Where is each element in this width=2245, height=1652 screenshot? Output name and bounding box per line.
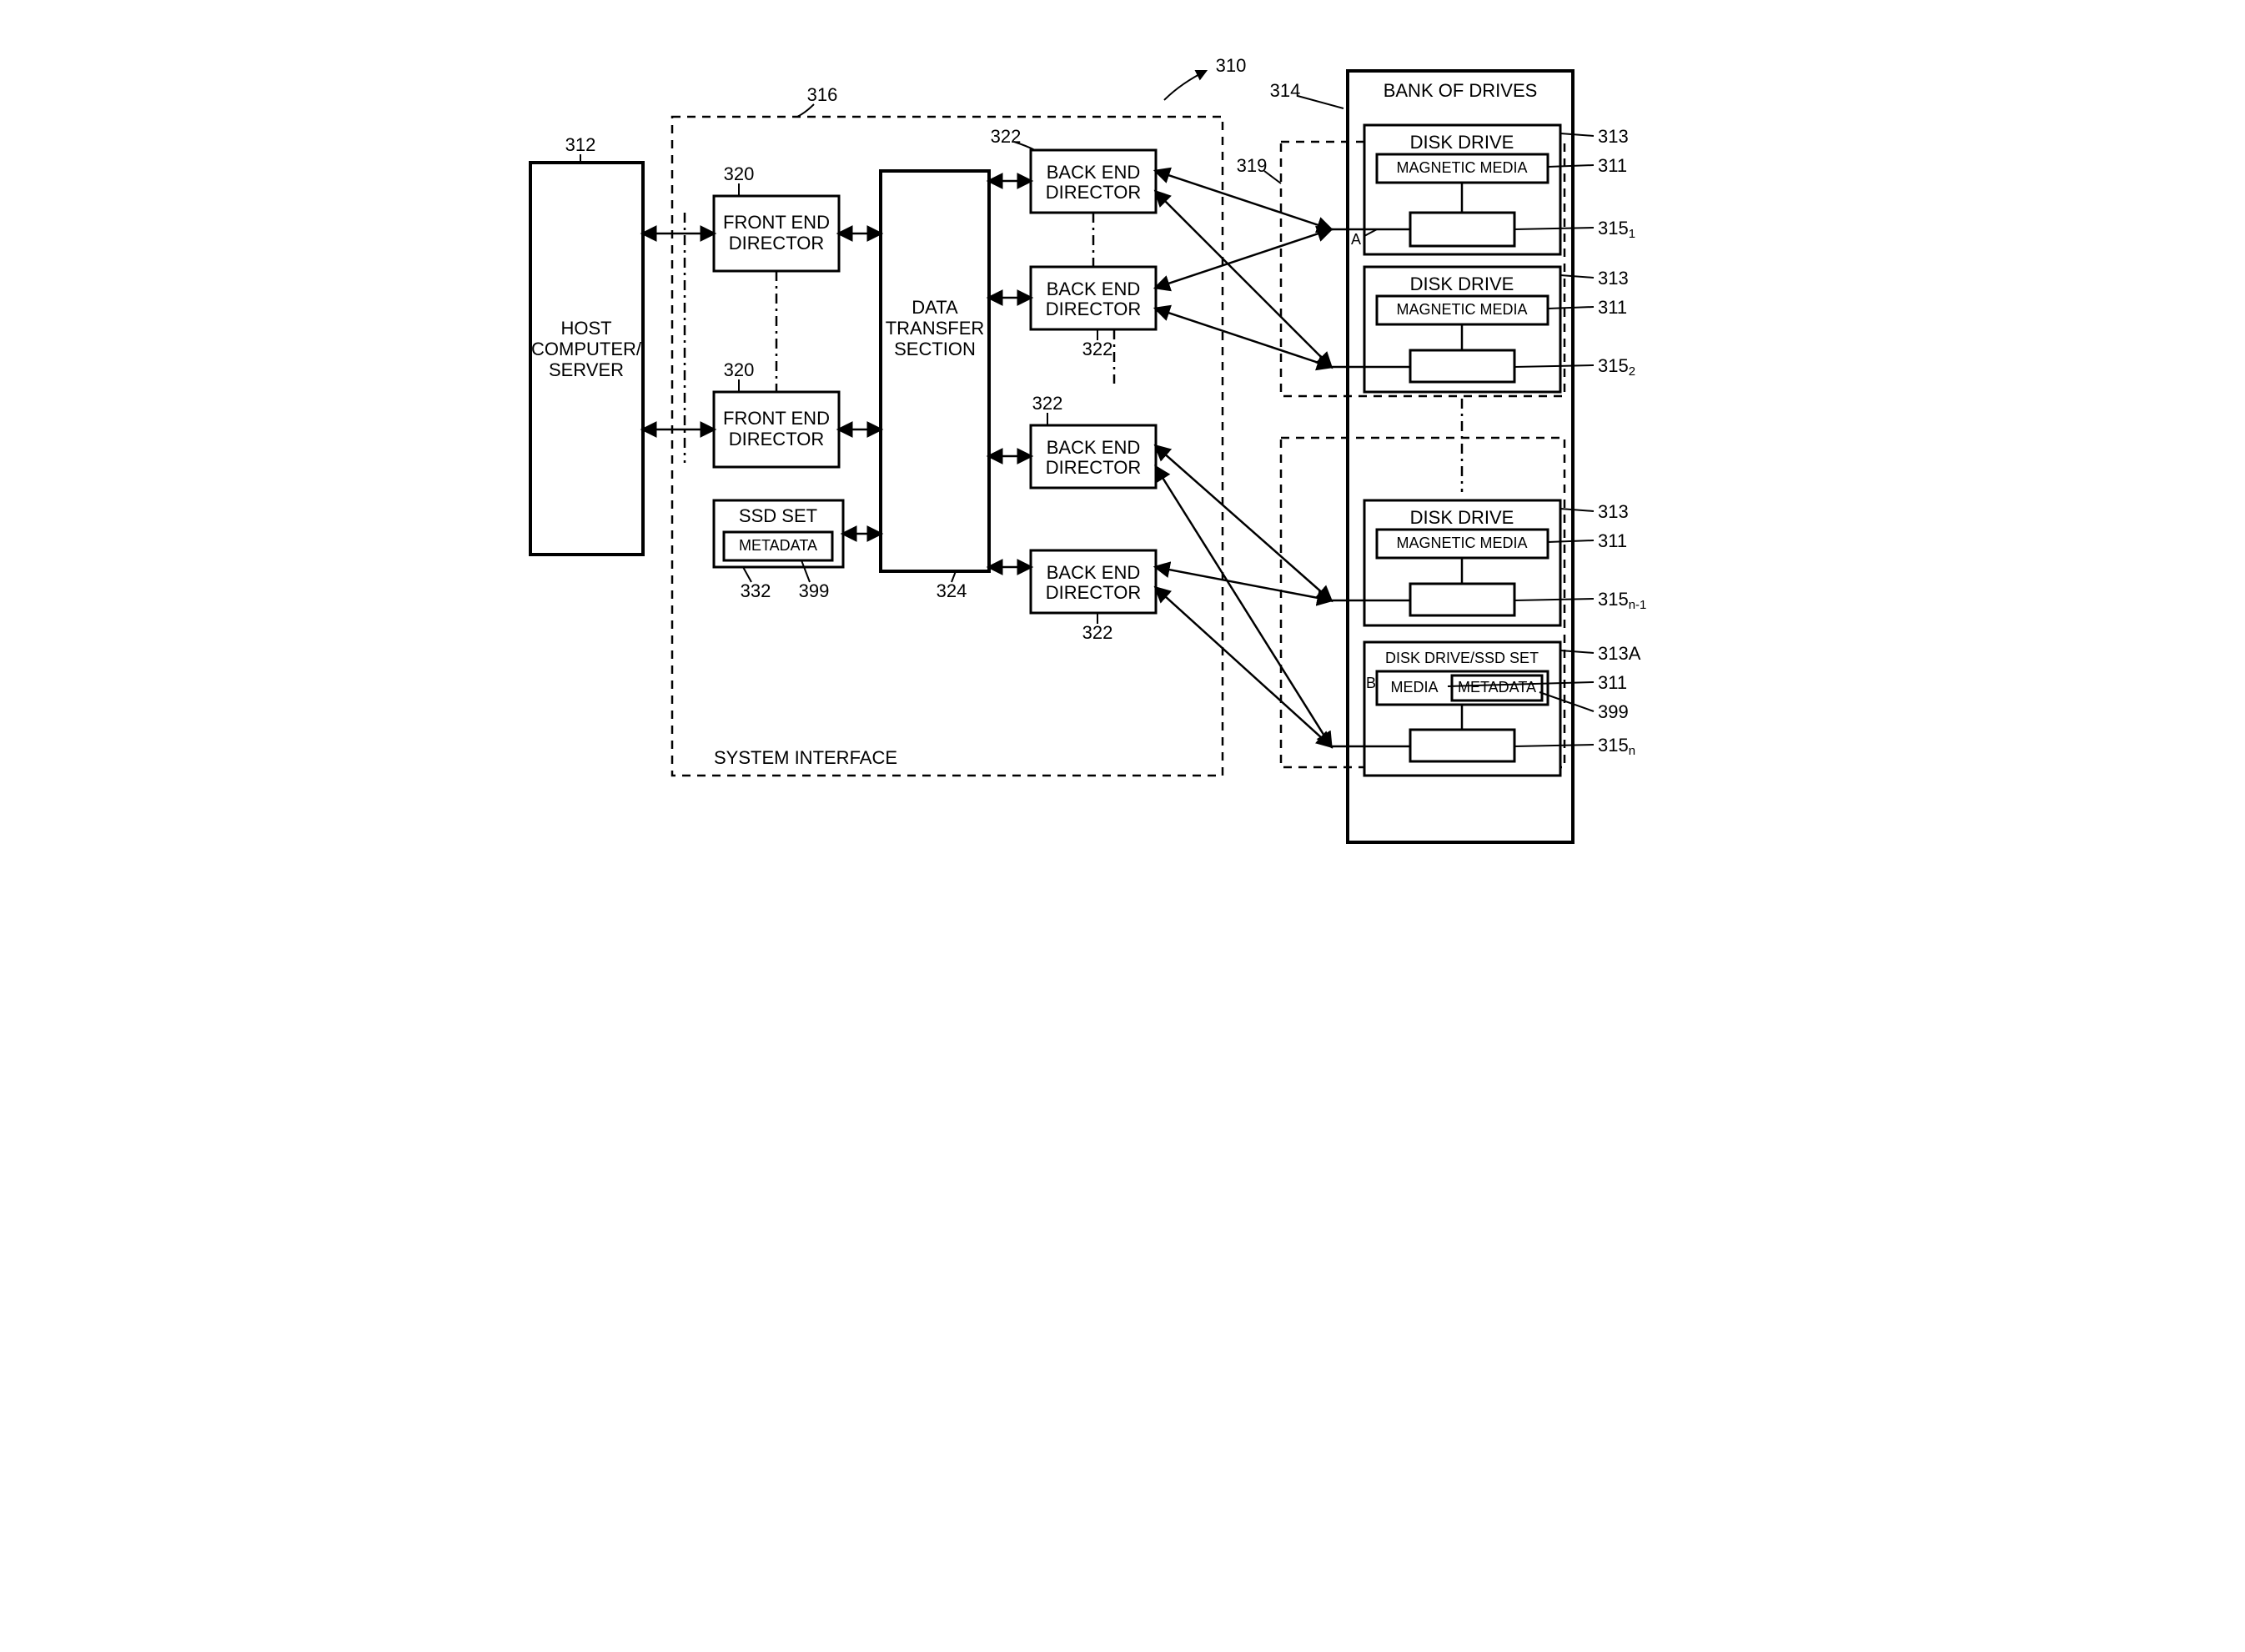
ref-313a: 313 [1598, 126, 1629, 147]
svg-text:DIRECTOR: DIRECTOR [1046, 182, 1142, 203]
ref-322d: 322 [1082, 622, 1113, 643]
svg-text:BACK END: BACK END [1047, 562, 1140, 583]
disk-drive-2: DISK DRIVE MAGNETIC MEDIA [1364, 267, 1560, 392]
ref-3151: 3151 [1598, 218, 1635, 241]
svg-text:TRANSFER: TRANSFER [886, 318, 985, 339]
svg-text:SSD SET: SSD SET [739, 505, 817, 526]
ref-313A: 313A [1598, 643, 1641, 664]
svg-text:3152: 3152 [1598, 355, 1635, 379]
svg-text:MAGNETIC MEDIA: MAGNETIC MEDIA [1396, 535, 1527, 551]
disk-drive-4: DISK DRIVE/SSD SET MEDIA METADATA B [1364, 642, 1560, 776]
svg-text:DIRECTOR: DIRECTOR [1046, 299, 1142, 319]
ref-320a: 320 [724, 163, 755, 184]
ref-322b: 322 [1082, 339, 1113, 359]
ref-399b: 399 [1598, 701, 1629, 722]
svg-text:DATA: DATA [912, 297, 958, 318]
ref-319: 319 [1237, 155, 1268, 176]
svg-text:FRONT END: FRONT END [723, 212, 830, 233]
host-line2: COMPUTER/ [531, 339, 642, 359]
svg-text:DISK DRIVE: DISK DRIVE [1410, 132, 1514, 153]
data-transfer-box [881, 171, 989, 571]
host-line1: HOST [560, 318, 611, 339]
svg-text:MEDIA: MEDIA [1390, 679, 1438, 695]
ref-312: 312 [565, 134, 596, 155]
ref-322a: 322 [991, 126, 1022, 147]
disk-drive-1: DISK DRIVE MAGNETIC MEDIA A [1351, 125, 1560, 254]
svg-text:A: A [1351, 231, 1361, 248]
svg-text:DIRECTOR: DIRECTOR [729, 429, 825, 449]
svg-text:MAGNETIC MEDIA: MAGNETIC MEDIA [1396, 159, 1527, 176]
svg-text:3151: 3151 [1598, 218, 1635, 241]
ref-399a: 399 [799, 580, 830, 601]
ref-313b: 313 [1598, 268, 1629, 289]
svg-text:DISK DRIVE: DISK DRIVE [1410, 507, 1514, 528]
ref-320b: 320 [724, 359, 755, 380]
svg-text:BACK END: BACK END [1047, 162, 1140, 183]
svg-text:METADATA: METADATA [1458, 679, 1536, 695]
ref-311c: 311 [1598, 530, 1627, 551]
ref-315n1: 315n-1 [1598, 589, 1646, 612]
ref-324: 324 [937, 580, 967, 601]
svg-text:B: B [1366, 675, 1376, 691]
ref-315n: 315n [1598, 735, 1635, 758]
svg-text:BACK END: BACK END [1047, 437, 1140, 458]
ref-313c: 313 [1598, 501, 1629, 522]
ref-311b: 311 [1598, 297, 1627, 318]
svg-text:DIRECTOR: DIRECTOR [1046, 582, 1142, 603]
bank-label: BANK OF DRIVES [1384, 80, 1538, 101]
svg-text:SECTION: SECTION [894, 339, 976, 359]
svg-text:BACK END: BACK END [1047, 279, 1140, 299]
ref-314: 314 [1270, 80, 1301, 101]
ref-332: 332 [741, 580, 771, 601]
ref-322c: 322 [1032, 393, 1063, 414]
ref-310: 310 [1216, 55, 1247, 76]
ref-316: 316 [807, 84, 838, 105]
svg-text:MAGNETIC MEDIA: MAGNETIC MEDIA [1396, 301, 1527, 318]
ref-311a: 311 [1598, 155, 1627, 176]
ref-3152: 3152 [1598, 355, 1635, 379]
system-interface-label: SYSTEM INTERFACE [714, 747, 897, 768]
svg-text:DIRECTOR: DIRECTOR [1046, 457, 1142, 478]
svg-text:METADATA: METADATA [739, 537, 817, 554]
svg-text:DISK DRIVE: DISK DRIVE [1410, 274, 1514, 294]
svg-text:FRONT END: FRONT END [723, 408, 830, 429]
disk-drive-3: DISK DRIVE MAGNETIC MEDIA [1364, 500, 1560, 625]
svg-text:315n-1: 315n-1 [1598, 589, 1646, 612]
svg-text:DIRECTOR: DIRECTOR [729, 233, 825, 254]
svg-text:DISK DRIVE/SSD SET: DISK DRIVE/SSD SET [1385, 650, 1539, 666]
svg-text:315n: 315n [1598, 735, 1635, 758]
host-line3: SERVER [549, 359, 624, 380]
ref-311d: 311 [1598, 672, 1627, 693]
